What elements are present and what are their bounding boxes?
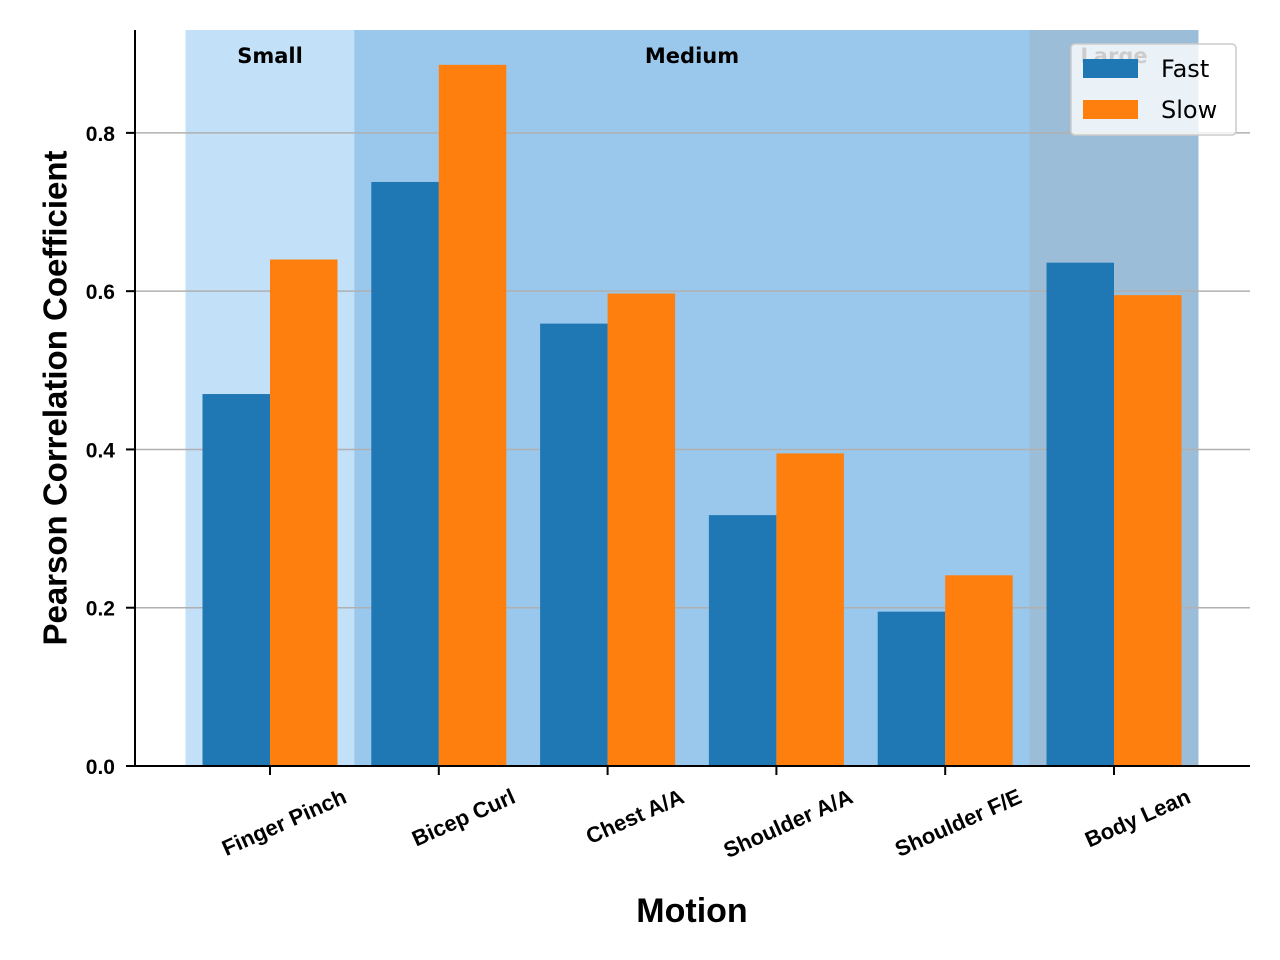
bar-fast-shoulder-f-e xyxy=(877,611,946,766)
axes xyxy=(134,30,1250,767)
x-tick-label-body-lean: Body Lean xyxy=(1081,784,1194,853)
region-label-small: Small xyxy=(237,44,303,68)
bar-fast-chest-a-a xyxy=(540,323,608,766)
bar-slow-finger-pinch xyxy=(270,259,338,766)
y-tick-label-0-0: 0.0 xyxy=(86,756,115,779)
bar-slow-shoulder-a-a xyxy=(776,453,844,766)
y-tick-label-0-4: 0.4 xyxy=(86,439,116,462)
bar-fast-bicep-curl xyxy=(371,181,439,767)
bar-fast-body-lean xyxy=(1046,262,1114,766)
legend: Fast Slow xyxy=(1070,43,1237,136)
x-tick-label-bicep-curl: Bicep Curl xyxy=(408,784,519,852)
bar-slow-bicep-curl xyxy=(438,64,507,766)
bar-fast-shoulder-a-a xyxy=(708,515,777,766)
legend-label-fast: Fast xyxy=(1161,55,1209,83)
legend-label-slow: Slow xyxy=(1161,96,1217,124)
x-tick-label-chest-a-a: Chest A/A xyxy=(582,784,688,849)
bars xyxy=(202,64,1182,767)
region-label-medium: Medium xyxy=(645,44,739,68)
legend-swatch-slow xyxy=(1083,100,1138,119)
y-tick-label-0-6: 0.6 xyxy=(86,281,115,304)
x-tick-label-shoulder-a-a: Shoulder A/A xyxy=(720,784,857,863)
bar-slow-shoulder-f-e xyxy=(945,575,1013,766)
x-tick-label-finger-pinch: Finger Pinch xyxy=(218,784,350,861)
bar-slow-chest-a-a xyxy=(607,293,676,766)
bar-fast-finger-pinch xyxy=(202,394,270,766)
x-tick-label-shoulder-f-e: Shoulder F/E xyxy=(891,784,1025,862)
y-tick-label-0-2: 0.2 xyxy=(86,598,115,621)
bar-slow-body-lean xyxy=(1114,295,1182,766)
y-axis-title: Pearson Correlation Coefficient xyxy=(37,150,74,645)
y-tick-label-0-8: 0.8 xyxy=(86,123,116,146)
legend-swatch-fast xyxy=(1083,59,1138,78)
x-axis-title: Motion xyxy=(636,892,747,930)
